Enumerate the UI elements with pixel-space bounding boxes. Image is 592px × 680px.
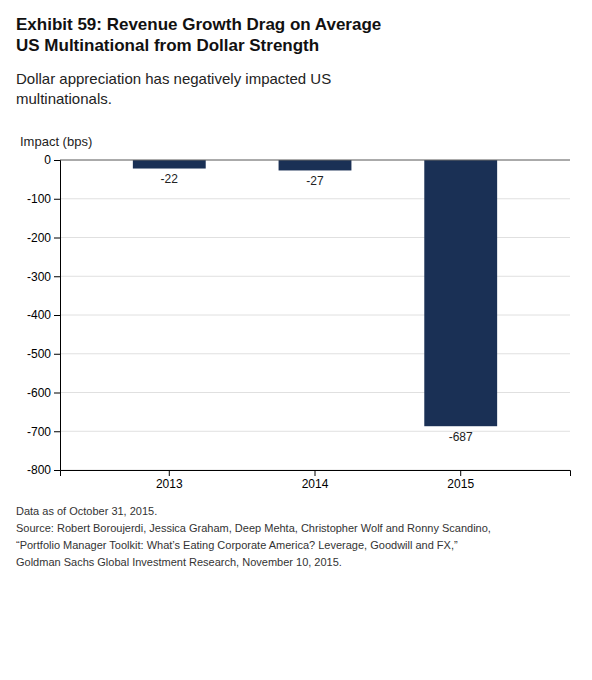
x-tick: 2014 (302, 470, 329, 491)
grid-line (60, 160, 570, 161)
grid (60, 160, 570, 470)
grid-line (60, 431, 570, 432)
y-tick-label: -600 (27, 386, 51, 400)
title-line: US Multinational from Dollar Strength (16, 36, 319, 55)
bar (424, 160, 497, 426)
y-tick-label: -500 (27, 347, 51, 361)
x-tick-label: 2013 (156, 477, 183, 491)
x-tick-label: 2014 (302, 477, 329, 491)
x-tick: 2013 (156, 470, 183, 491)
subtitle-line: multinationals. (16, 90, 112, 107)
title: Exhibit 59: Revenue Growth Drag on Avera… (16, 15, 381, 55)
y-tick: -500 (27, 347, 60, 361)
x-tick-label: 2015 (447, 477, 474, 491)
data-labels: -22 -27 -687 (161, 172, 473, 444)
y-tick-mark (54, 199, 60, 200)
y-tick-label: -700 (27, 425, 51, 439)
x-axis-line (61, 471, 571, 477)
y-tick-mark (54, 238, 60, 239)
data-label: -687 (449, 430, 473, 444)
y-tick-label: -200 (27, 231, 51, 245)
y-tick-label: -800 (27, 463, 51, 477)
footnote-line: “Portfolio Manager Toolkit: What’s Eatin… (16, 539, 458, 551)
y-tick: -200 (27, 231, 60, 245)
data-label: -27 (306, 174, 324, 188)
y-tick-mark (54, 393, 60, 394)
y-tick-mark (54, 470, 60, 471)
footnote-line: Source: Robert Boroujerdi, Jessica Graha… (16, 522, 491, 534)
chart-svg: Exhibit 59: Revenue Growth Drag on Avera… (0, 0, 592, 680)
y-tick: -700 (27, 425, 60, 439)
subtitle: Dollar appreciation has negatively impac… (16, 70, 331, 107)
bar (279, 160, 352, 170)
footnote: Data as of October 31, 2015. Source: Robe… (16, 505, 491, 568)
bar (133, 160, 206, 169)
data-label: -22 (161, 172, 179, 186)
y-tick-label: -100 (27, 192, 51, 206)
y-axis: 0 -100 -200 -300 -400 -500 -600 -700 -800 (27, 153, 61, 477)
y-tick-mark (54, 431, 60, 432)
title-line: Exhibit 59: Revenue Growth Drag on Avera… (16, 15, 381, 34)
x-tick: 2015 (447, 470, 474, 491)
y-tick-mark (54, 276, 60, 277)
subtitle-line: Dollar appreciation has negatively impac… (16, 70, 331, 87)
y-axis-title: Impact (bps) (20, 134, 92, 149)
y-tick-label: 0 (44, 153, 51, 167)
x-tick-mark (460, 470, 461, 476)
footnote-line: Data as of October 31, 2015. (16, 505, 157, 517)
y-tick: -300 (27, 270, 60, 284)
y-tick-mark (54, 315, 60, 316)
y-tick-mark (54, 354, 60, 355)
x-tick-mark (169, 470, 170, 476)
y-tick: 0 (44, 153, 60, 167)
y-axis-line (54, 161, 61, 471)
y-tick-label: -300 (27, 270, 51, 284)
y-tick: -600 (27, 386, 60, 400)
y-tick: -400 (27, 308, 60, 322)
x-axis: 2013 2014 2015 (61, 470, 571, 491)
y-tick: -800 (27, 463, 60, 477)
y-tick-label: -400 (27, 308, 51, 322)
x-tick-mark (315, 470, 316, 476)
zero-line (60, 160, 570, 161)
y-tick-mark (54, 160, 60, 161)
footnote-line: Goldman Sachs Global Investment Research… (16, 556, 342, 568)
y-tick: -100 (27, 192, 60, 206)
bars (133, 160, 497, 426)
